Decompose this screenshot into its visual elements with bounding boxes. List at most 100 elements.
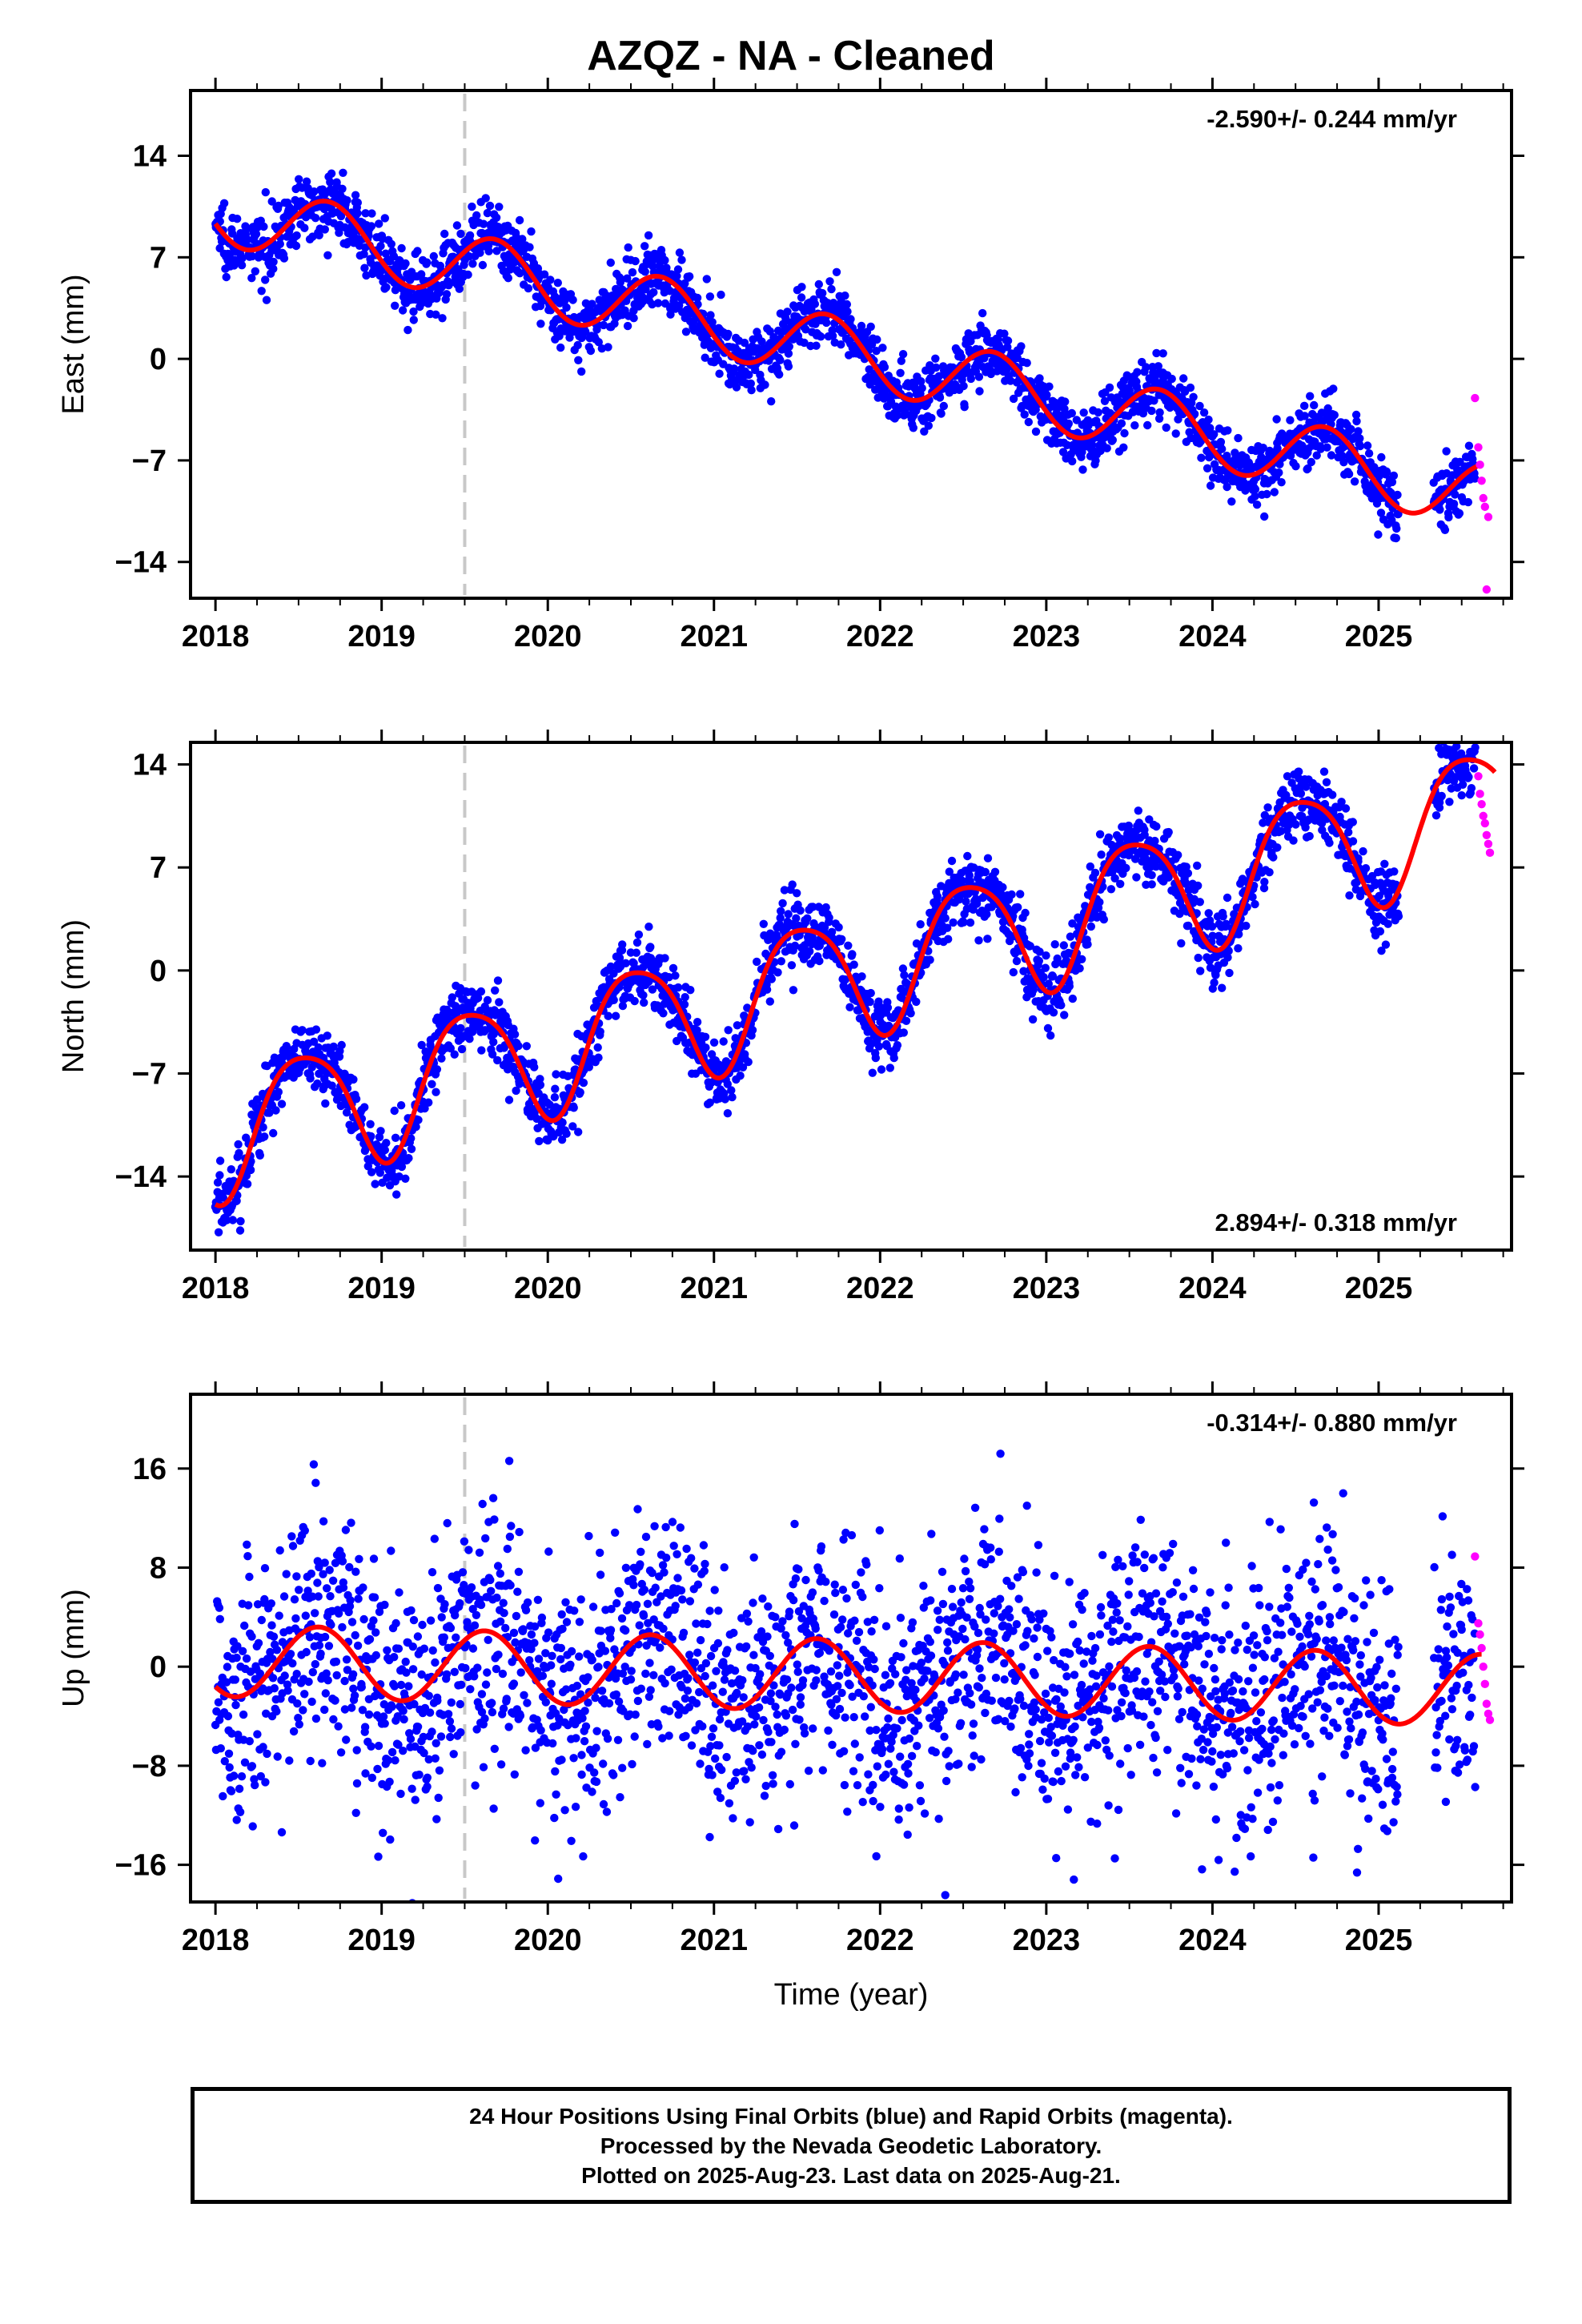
final-orbit-point [842,300,852,309]
final-orbit-point [553,279,562,287]
final-orbit-point [255,1669,264,1678]
final-orbit-point [456,229,465,239]
x-tick-label: 2021 [681,1272,749,1305]
final-orbit-point [536,1075,544,1084]
final-orbit-point [983,854,993,862]
final-orbit-point [314,1043,323,1052]
rapid-orbit-point [1482,830,1492,839]
final-orbit-point [974,372,984,381]
final-orbit-point [675,248,685,257]
final-orbit-point [933,892,942,901]
final-orbit-point [939,401,949,411]
final-orbit-point [232,1815,241,1824]
final-orbit-point [702,275,711,283]
final-orbit-point [666,310,675,319]
final-orbit-point [1273,444,1282,453]
final-orbit-point [878,344,887,352]
panel-up: 2018 2019 2020 2021 2022 2023 2024 20251680−8−1… [57,1381,1524,2012]
final-orbit-point [1225,968,1234,978]
final-orbit-point [644,231,653,240]
final-orbit-point [828,332,837,340]
final-orbit-point [787,961,797,970]
final-orbit-point [424,1098,433,1107]
final-orbit-point [510,1030,520,1039]
final-orbit-point [586,346,596,356]
final-orbit-point [440,229,449,239]
chart-title: AZQZ - NA - Cleaned [587,33,995,79]
final-orbit-point [1259,883,1269,893]
final-orbit-point [552,1070,560,1079]
final-orbit-point [1086,862,1095,871]
final-orbit-point [728,1092,737,1102]
final-orbit-point [825,913,833,923]
final-orbit-point [532,1114,541,1124]
final-orbit-point [1325,838,1334,847]
final-orbit-point [1449,500,1459,509]
final-orbit-point [1376,509,1386,517]
final-orbit-point [943,923,952,932]
final-orbit-point [1283,772,1292,781]
final-orbit-point [1181,879,1190,888]
final-orbit-point [260,1132,269,1141]
final-orbit-point [450,1050,459,1059]
final-orbit-point [579,1078,588,1088]
final-orbit-point [565,333,574,342]
final-orbit-point [1061,397,1070,406]
final-orbit-point [966,918,975,927]
final-orbit-point [1341,804,1351,813]
final-orbit-point [377,266,386,275]
final-orbit-point [1259,444,1268,452]
final-orbit-point [800,338,809,348]
rapid-orbit-point [1471,393,1480,403]
final-orbit-point [310,187,319,196]
rapid-orbit-point [1482,585,1492,594]
rapid-orbit-point [1484,513,1493,521]
final-orbit-point [777,907,785,916]
final-orbit-point [606,962,616,971]
final-orbit-point [465,1035,474,1043]
final-orbit-point [1043,1023,1053,1033]
final-orbit-point [1078,465,1087,474]
final-orbit-point [1206,963,1215,972]
final-orbit-point [661,255,669,265]
final-orbit-point [214,1228,223,1237]
final-orbit-point [1387,477,1397,487]
final-orbit-point [437,1054,446,1063]
final-orbit-point [883,1003,893,1012]
final-orbit-point [273,1752,282,1761]
final-orbit-point [1110,874,1119,883]
final-orbit-point [966,336,975,346]
final-orbit-point [232,1653,241,1663]
final-orbit-point [361,209,370,218]
final-orbit-point [244,1601,253,1610]
final-orbit-point [1143,420,1152,430]
final-orbit-point [1088,440,1097,449]
final-orbit-point [252,1095,262,1104]
final-orbit-point [473,994,483,1003]
final-orbit-point [1119,443,1128,452]
final-orbit-point [912,997,921,1007]
final-orbit-point [367,1168,376,1176]
final-orbit-point [868,1068,877,1077]
final-orbit-point [522,1042,531,1051]
final-orbit-point [1329,384,1338,393]
final-orbit-point [1471,474,1480,483]
final-orbit-point [245,1572,254,1582]
final-orbit-point [1065,982,1074,991]
final-orbit-point [323,1031,331,1040]
final-orbit-point [242,1654,251,1663]
final-orbit-point [924,421,934,430]
final-orbit-point [1035,947,1044,956]
final-orbit-point [248,1822,257,1831]
final-orbit-point [1468,704,1476,712]
final-orbit-point [792,914,801,923]
final-orbit-point [944,935,953,943]
final-orbit-point [1377,452,1386,462]
final-orbit-point [381,249,390,258]
x-tick-label: 2020 [514,1272,582,1305]
final-orbit-point [382,1139,391,1148]
final-orbit-point [1003,343,1012,352]
final-orbit-point [1234,433,1243,443]
final-orbit-point [1189,392,1198,401]
final-orbit-point [639,991,648,1000]
